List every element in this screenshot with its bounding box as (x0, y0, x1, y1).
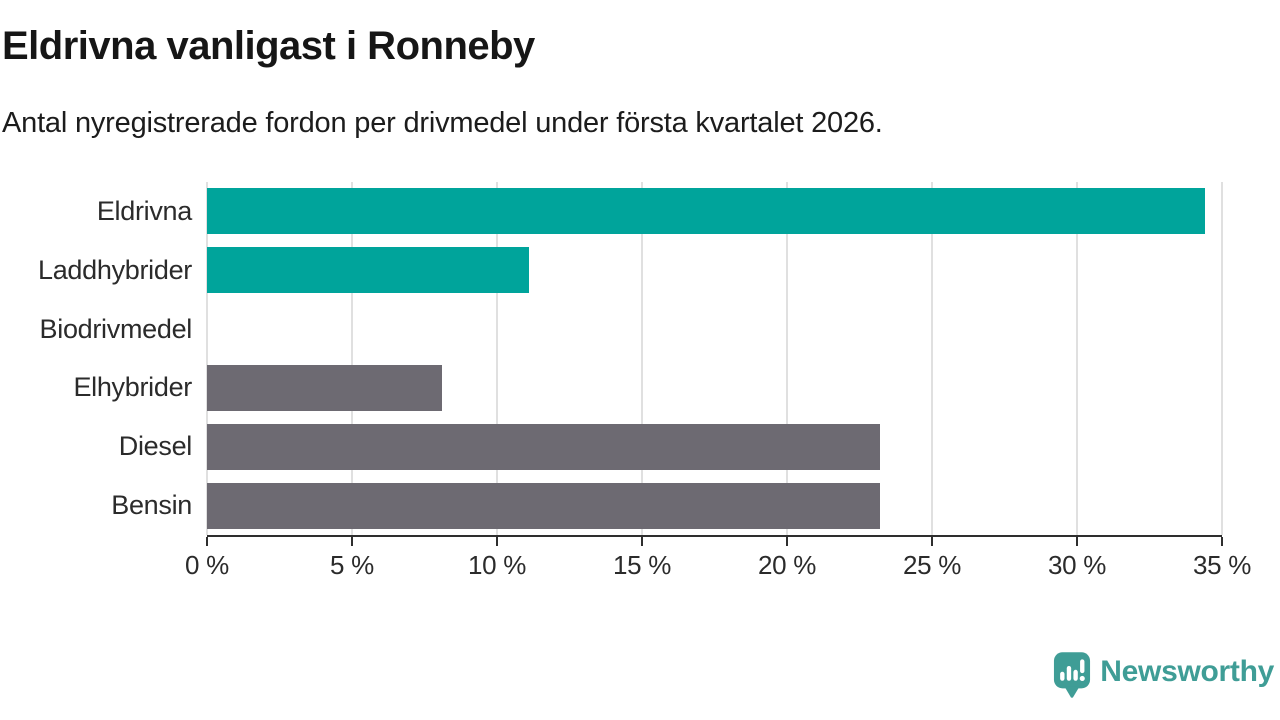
bar-diesel (207, 423, 880, 470)
bar-row (207, 417, 1222, 476)
x-tick-label: 20 % (757, 550, 817, 580)
bar-laddhybrider (207, 247, 529, 294)
x-tick (1076, 537, 1078, 546)
bar-elhybrider (207, 364, 442, 411)
bar-row (207, 182, 1222, 241)
gridline (496, 182, 498, 535)
x-tick (496, 537, 498, 546)
gridline (786, 182, 788, 535)
bar-row (207, 241, 1222, 300)
bar-chart-speech-bubble-icon (1054, 652, 1091, 698)
plot-area (206, 182, 1223, 537)
bar-row (207, 359, 1222, 418)
x-tick-label: 30 % (1047, 550, 1107, 580)
x-tick-label: 0 % (185, 550, 229, 580)
chart-subtitle: Antal nyregistrerade fordon per drivmede… (2, 107, 883, 139)
x-tick (1221, 537, 1223, 546)
bar-row (207, 300, 1222, 359)
gridline (1221, 182, 1223, 535)
x-tick-label: 35 % (1192, 550, 1252, 580)
x-tick-label: 25 % (902, 550, 962, 580)
x-tick-label: 15 % (612, 550, 672, 580)
gridline (351, 182, 353, 535)
bar-row (207, 476, 1222, 535)
gridline (1076, 182, 1078, 535)
y-axis-label: Biodrivmedel (39, 313, 193, 344)
chart-title: Eldrivna vanligast i Ronneby (2, 24, 535, 68)
y-axis-label: Laddhybrider (37, 254, 192, 285)
x-tick-label: 10 % (467, 550, 527, 580)
gridline (931, 182, 933, 535)
x-tick (351, 537, 353, 546)
x-tick (206, 537, 208, 546)
x-tick (786, 537, 788, 546)
y-axis-label: Bensin (111, 490, 192, 521)
y-axis-label: Elhybrider (73, 372, 192, 403)
x-tick (931, 537, 933, 546)
y-axis-label: Diesel (118, 431, 193, 462)
gridline (641, 182, 643, 535)
newsworthy-logo: Newsworthy (1053, 651, 1274, 700)
gridline (206, 182, 208, 535)
x-tick-label: 5 % (330, 550, 374, 580)
newsworthy-brand-text: Newsworthy (1100, 654, 1274, 688)
y-axis-label: Eldrivna (96, 195, 192, 226)
bar-eldrivna (207, 188, 1205, 235)
x-tick (641, 537, 643, 546)
bar-bensin (207, 482, 880, 529)
